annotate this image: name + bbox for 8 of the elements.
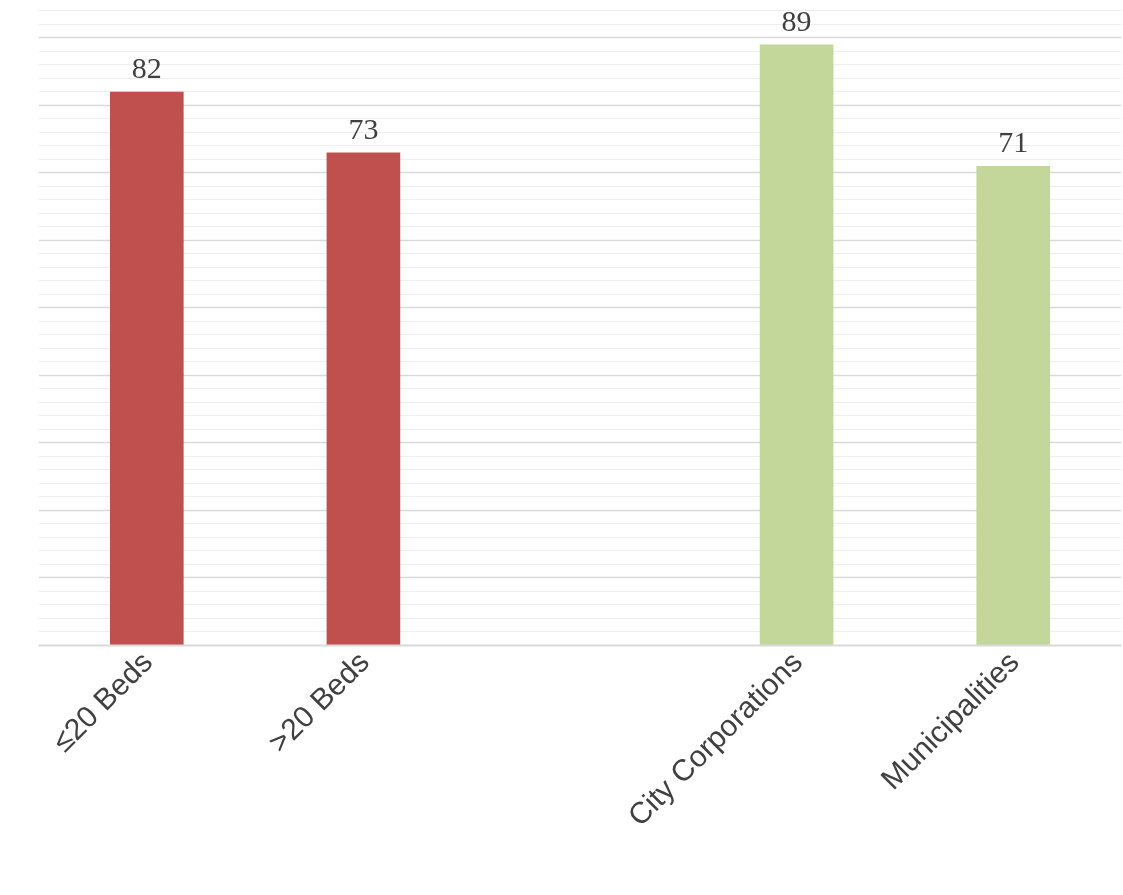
bar <box>326 152 401 646</box>
data-label: 89 <box>781 3 812 37</box>
data-label: 71 <box>998 125 1029 159</box>
bar <box>759 44 834 646</box>
bar <box>976 166 1051 646</box>
data-label: 73 <box>348 111 379 145</box>
bar <box>109 91 184 646</box>
data-label: 82 <box>131 50 162 84</box>
